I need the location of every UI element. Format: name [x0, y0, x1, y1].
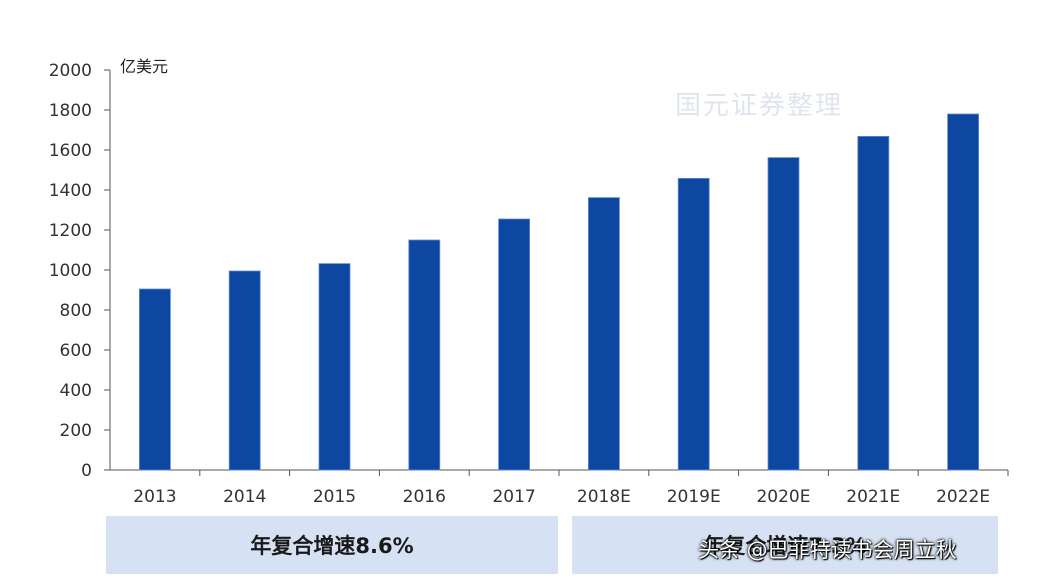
bar-2013	[138, 288, 171, 471]
y-tick-label: 600	[60, 341, 92, 361]
x-tick-label: 2020E	[756, 487, 810, 507]
bar-2016	[408, 239, 441, 471]
x-tick-label: 2021E	[846, 487, 900, 507]
bar-2020E	[767, 157, 800, 471]
bar-2018E	[588, 197, 620, 471]
y-tick-label: 2000	[49, 61, 92, 81]
x-tick-label: 2016	[403, 487, 446, 507]
y-tick-label: 1800	[49, 101, 92, 121]
cagr-right-label: 年复合增速7.3%	[703, 534, 867, 558]
y-tick-label: 1000	[49, 261, 92, 281]
cagr-left-box: 年复合增速8.6%	[106, 516, 558, 574]
bar-2019E	[677, 177, 710, 471]
watermark-overlay: 头条 @巴菲特读书会周立秋	[698, 538, 957, 562]
watermark-text: 国元证券整理	[675, 91, 843, 121]
y-tick-label: 800	[60, 301, 92, 321]
bar-2022E	[947, 113, 979, 471]
x-tick-label: 2019E	[667, 487, 721, 507]
cagr-left-label: 年复合增速8.6%	[250, 534, 414, 558]
x-tick-label: 2018E	[577, 487, 631, 507]
x-tick-label: 2015	[313, 487, 356, 507]
y-tick-label: 200	[60, 421, 92, 441]
bar-2017	[498, 218, 531, 471]
x-tick-label: 2013	[133, 487, 176, 507]
y-tick-label: 1600	[49, 141, 92, 161]
bar-2021E	[857, 135, 890, 471]
y-tick-label: 1200	[49, 221, 92, 241]
x-tick-label: 2022E	[936, 487, 990, 507]
x-tick-label: 2014	[223, 487, 266, 507]
bar-2014	[228, 270, 261, 471]
cagr-right-box: 年复合增速7.3%	[572, 516, 998, 574]
y-tick-label: 400	[60, 381, 92, 401]
y-tick-label: 1400	[49, 181, 92, 201]
x-tick-label: 2017	[492, 487, 535, 507]
y-tick-label: 0	[81, 461, 92, 481]
bar-2015	[318, 263, 351, 471]
y-axis-unit-label: 亿美元	[120, 57, 168, 76]
